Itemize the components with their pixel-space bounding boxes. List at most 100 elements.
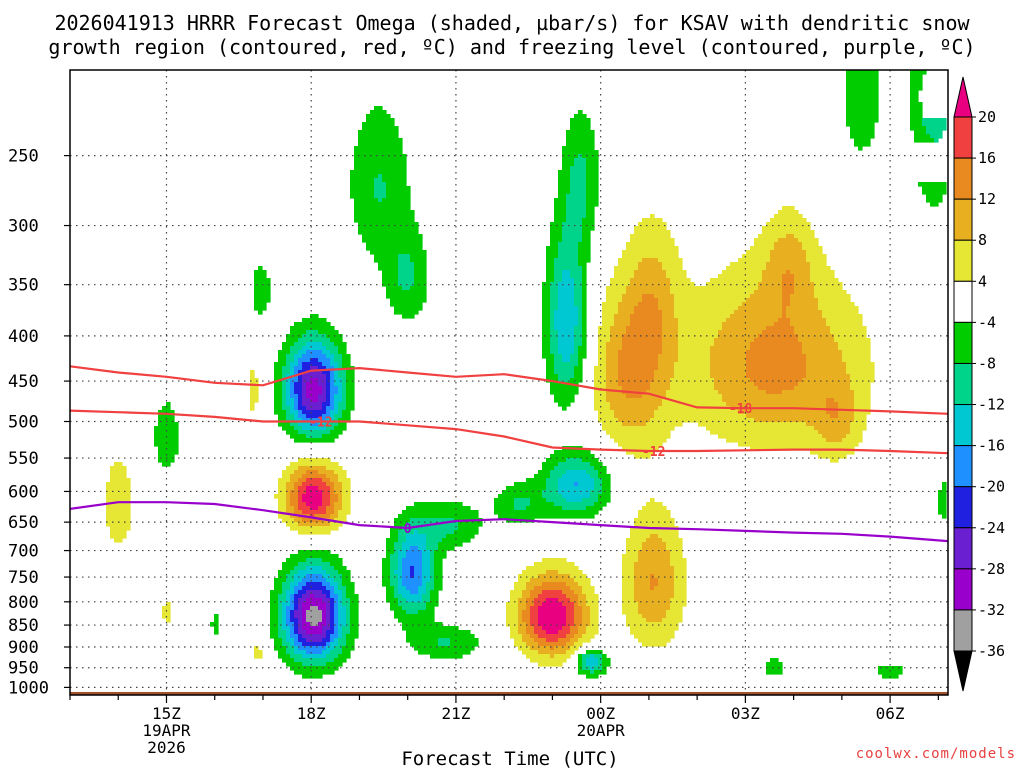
omega-cell bbox=[934, 138, 939, 143]
omega-cell bbox=[418, 546, 427, 551]
omega-cell bbox=[282, 402, 287, 407]
omega-cell bbox=[514, 638, 523, 643]
omega-cell bbox=[270, 606, 279, 611]
omega-cell bbox=[422, 594, 431, 599]
omega-cell bbox=[550, 474, 563, 479]
omega-cell bbox=[398, 262, 415, 267]
omega-cell bbox=[338, 406, 347, 411]
omega-cell bbox=[278, 630, 287, 635]
omega-cell bbox=[726, 266, 767, 271]
omega-cell bbox=[778, 318, 791, 323]
omega-cell bbox=[562, 158, 575, 163]
omega-cell bbox=[322, 362, 331, 367]
omega-cell bbox=[286, 634, 291, 639]
omega-cell bbox=[670, 602, 687, 607]
omega-cell bbox=[302, 674, 323, 679]
omega-cell bbox=[586, 190, 599, 195]
omega-cell bbox=[286, 630, 291, 635]
colorbar-label: -12 bbox=[978, 396, 1005, 414]
omega-cell bbox=[350, 170, 407, 175]
omega-cell bbox=[542, 286, 551, 291]
omega-cell bbox=[654, 410, 739, 415]
omega-cell bbox=[598, 658, 603, 663]
omega-cell bbox=[286, 610, 291, 615]
omega-cell bbox=[358, 130, 399, 135]
omega-cell bbox=[386, 546, 395, 551]
omega-cell bbox=[822, 310, 859, 315]
omega-cell bbox=[298, 490, 307, 495]
omega-cell bbox=[598, 342, 607, 347]
omega-cell bbox=[810, 278, 839, 283]
omega-cell bbox=[650, 574, 655, 579]
omega-cell bbox=[418, 586, 427, 591]
omega-cell bbox=[158, 414, 175, 419]
omega-cell bbox=[550, 390, 579, 395]
omega-cell bbox=[398, 578, 403, 583]
omega-cell bbox=[518, 618, 523, 623]
omega-cell bbox=[306, 330, 319, 335]
omega-cell bbox=[710, 362, 747, 367]
omega-cell bbox=[326, 382, 331, 387]
omega-cell bbox=[558, 178, 571, 183]
omega-cell bbox=[298, 622, 303, 627]
omega-cell bbox=[386, 290, 427, 295]
colorbar-label: -28 bbox=[978, 560, 1005, 578]
omega-cell bbox=[850, 426, 867, 431]
omega-cell bbox=[670, 382, 715, 387]
omega-cell bbox=[570, 126, 591, 131]
omega-cell bbox=[766, 222, 811, 227]
omega-cell bbox=[294, 630, 299, 635]
pressure-axis: 2503003504004505005506006507007508008509… bbox=[8, 147, 70, 698]
omega-cell bbox=[622, 334, 663, 339]
omega-cell bbox=[502, 490, 543, 495]
omega-cell bbox=[290, 570, 299, 575]
omega-cell bbox=[322, 406, 327, 411]
omega-cell bbox=[566, 594, 579, 599]
omega-cell bbox=[162, 606, 171, 611]
omega-cell bbox=[806, 374, 851, 379]
omega-cell bbox=[574, 114, 587, 119]
omega-cell bbox=[278, 622, 283, 627]
omega-cell bbox=[590, 654, 595, 659]
omega-cell bbox=[910, 102, 923, 107]
omega-cell bbox=[382, 566, 391, 571]
omega-cell bbox=[282, 406, 291, 411]
omega-cell bbox=[394, 518, 411, 523]
omega-cell bbox=[786, 234, 795, 239]
omega-cell bbox=[554, 206, 567, 211]
omega-cell bbox=[286, 338, 299, 343]
omega-cell bbox=[630, 530, 679, 535]
omega-cell bbox=[550, 294, 559, 299]
colorbar-segment bbox=[953, 362, 973, 406]
omega-cell bbox=[802, 378, 851, 383]
omega-cell bbox=[398, 574, 403, 579]
omega-cell bbox=[550, 334, 559, 339]
omega-cell bbox=[566, 622, 575, 627]
omega-cell bbox=[594, 670, 607, 675]
omega-cell bbox=[326, 418, 335, 423]
omega-cell bbox=[626, 450, 655, 455]
colorbar-segment bbox=[953, 198, 973, 241]
omega-cell bbox=[326, 510, 335, 515]
omega-cell bbox=[674, 574, 687, 579]
omega-cell bbox=[270, 594, 279, 599]
omega-cell bbox=[330, 598, 335, 603]
plot-frame bbox=[69, 69, 949, 696]
omega-cell bbox=[534, 602, 543, 607]
omega-cell bbox=[390, 606, 403, 611]
omega-cell bbox=[458, 522, 483, 527]
omega-cell bbox=[570, 118, 591, 123]
omega-cell bbox=[250, 398, 259, 403]
omega-cell bbox=[310, 514, 315, 519]
omega-cell bbox=[338, 498, 343, 503]
omega-cell bbox=[718, 334, 759, 339]
omega-cell bbox=[342, 358, 351, 363]
omega-cell bbox=[634, 578, 651, 583]
omega-cell bbox=[910, 78, 923, 83]
omega-cell bbox=[322, 558, 343, 563]
omega-cell bbox=[410, 518, 455, 523]
omega-cell bbox=[438, 638, 451, 643]
omega-cell bbox=[290, 514, 299, 519]
omega-cell bbox=[582, 498, 599, 503]
omega-cell bbox=[378, 174, 383, 179]
